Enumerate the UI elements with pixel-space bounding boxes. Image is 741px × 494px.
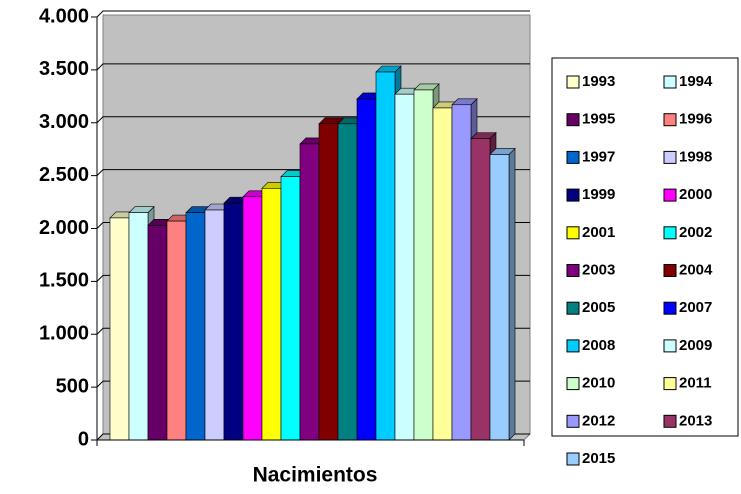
bar <box>223 202 244 441</box>
bar <box>128 212 149 441</box>
bar <box>470 138 491 441</box>
y-tick-label: 2.500 <box>39 164 89 186</box>
legend-label: 2015 <box>582 450 615 467</box>
grid-line <box>96 10 530 18</box>
y-tick-label: 0 <box>78 428 89 450</box>
bar <box>166 220 187 441</box>
legend-swatch <box>663 75 677 89</box>
bar <box>432 107 453 441</box>
bar <box>337 123 358 441</box>
legend-swatch <box>663 188 677 202</box>
bar <box>109 217 130 441</box>
bar <box>280 176 301 441</box>
legend-swatch <box>566 377 580 391</box>
bar <box>451 104 472 441</box>
legend-swatch <box>566 414 580 428</box>
y-tick-label: 4.000 <box>39 5 89 27</box>
bar-side <box>508 147 516 441</box>
bar <box>356 98 377 441</box>
y-tick-label: 1.000 <box>39 323 89 345</box>
bar <box>204 209 225 441</box>
bar <box>261 188 282 441</box>
legend-label: 1996 <box>679 111 712 128</box>
category-label: Nacimientos <box>253 464 378 487</box>
bar <box>147 225 168 441</box>
y-tick-label: 2.000 <box>39 217 89 239</box>
legend-swatch <box>663 226 677 240</box>
legend-swatch <box>566 113 580 127</box>
bar <box>318 123 339 441</box>
legend-label: 2011 <box>679 375 712 392</box>
legend-label: 2007 <box>679 299 712 316</box>
legend-label: 2010 <box>582 375 615 392</box>
legend-swatch <box>566 75 580 89</box>
grid-line <box>96 63 530 71</box>
legend-label: 1994 <box>679 73 713 90</box>
legend-swatch <box>566 188 580 202</box>
legend-swatch <box>663 301 677 315</box>
legend-label: 2004 <box>679 261 713 278</box>
legend-label: 2008 <box>582 337 615 354</box>
legend-swatch <box>566 301 580 315</box>
legend-label: 2013 <box>679 412 712 429</box>
bar <box>375 71 396 441</box>
legend-label: 2005 <box>582 299 615 316</box>
y-tick-label: 3.000 <box>39 111 89 133</box>
legend-swatch <box>663 113 677 127</box>
legend-swatch <box>663 377 677 391</box>
legend-swatch <box>566 226 580 240</box>
legend-swatch <box>566 264 580 277</box>
bar <box>299 143 320 441</box>
legend-swatch <box>566 339 580 353</box>
legend-label: 1997 <box>582 148 615 165</box>
legend-label: 2003 <box>582 261 615 278</box>
bar <box>242 196 263 441</box>
legend-swatch <box>566 150 580 164</box>
y-tick-label: 3.500 <box>39 58 89 80</box>
legend-label: 1993 <box>582 73 615 90</box>
legend-label: 2002 <box>679 224 712 241</box>
legend-label: 1998 <box>679 148 712 165</box>
legend-swatch <box>663 264 677 277</box>
legend-swatch <box>663 414 677 428</box>
legend-label: 2001 <box>582 224 615 241</box>
legend-label: 1999 <box>582 186 615 203</box>
bar <box>413 89 434 441</box>
legend-swatch <box>663 150 677 164</box>
legend-label: 2009 <box>679 337 712 354</box>
bar <box>394 93 415 441</box>
y-tick-label: 1.500 <box>39 270 89 292</box>
legend <box>551 57 739 437</box>
legend-label: 2012 <box>582 412 615 429</box>
bar <box>489 154 510 441</box>
legend-label: 1995 <box>582 111 615 128</box>
bar <box>185 212 206 441</box>
legend-swatch <box>566 452 580 466</box>
legend-swatch <box>663 339 677 353</box>
legend-label: 2000 <box>679 186 712 203</box>
y-tick-label: 500 <box>56 375 89 397</box>
